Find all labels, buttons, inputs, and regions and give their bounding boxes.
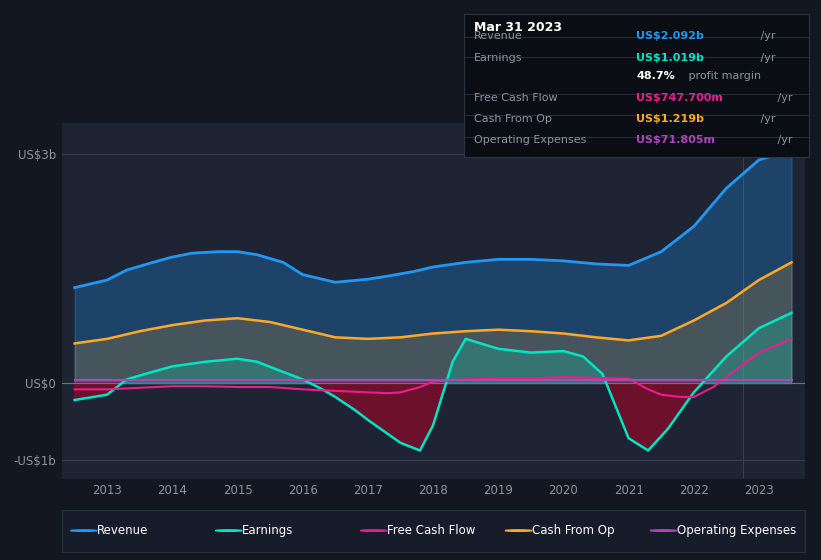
Text: /yr: /yr bbox=[757, 114, 776, 124]
Text: Cash From Op: Cash From Op bbox=[532, 524, 614, 537]
Text: Earnings: Earnings bbox=[242, 524, 293, 537]
Text: US$71.805m: US$71.805m bbox=[636, 136, 715, 146]
Text: Revenue: Revenue bbox=[97, 524, 149, 537]
Text: /yr: /yr bbox=[757, 31, 776, 41]
Text: /yr: /yr bbox=[774, 92, 793, 102]
Circle shape bbox=[650, 530, 677, 531]
Text: US$1.219b: US$1.219b bbox=[636, 114, 704, 124]
Text: /yr: /yr bbox=[757, 53, 776, 63]
Text: profit margin: profit margin bbox=[685, 71, 761, 81]
Circle shape bbox=[360, 530, 387, 531]
Text: 48.7%: 48.7% bbox=[636, 71, 675, 81]
Circle shape bbox=[215, 530, 242, 531]
Circle shape bbox=[505, 530, 532, 531]
Text: Free Cash Flow: Free Cash Flow bbox=[475, 92, 557, 102]
Text: Operating Expenses: Operating Expenses bbox=[677, 524, 796, 537]
Text: Mar 31 2023: Mar 31 2023 bbox=[475, 21, 562, 34]
Text: US$2.092b: US$2.092b bbox=[636, 31, 704, 41]
Text: Revenue: Revenue bbox=[475, 31, 523, 41]
Text: Earnings: Earnings bbox=[475, 53, 523, 63]
Text: /yr: /yr bbox=[774, 136, 793, 146]
Text: US$747.700m: US$747.700m bbox=[636, 92, 723, 102]
Circle shape bbox=[71, 530, 97, 531]
Text: US$1.019b: US$1.019b bbox=[636, 53, 704, 63]
Text: Operating Expenses: Operating Expenses bbox=[475, 136, 586, 146]
Text: Free Cash Flow: Free Cash Flow bbox=[387, 524, 475, 537]
Text: Cash From Op: Cash From Op bbox=[475, 114, 552, 124]
